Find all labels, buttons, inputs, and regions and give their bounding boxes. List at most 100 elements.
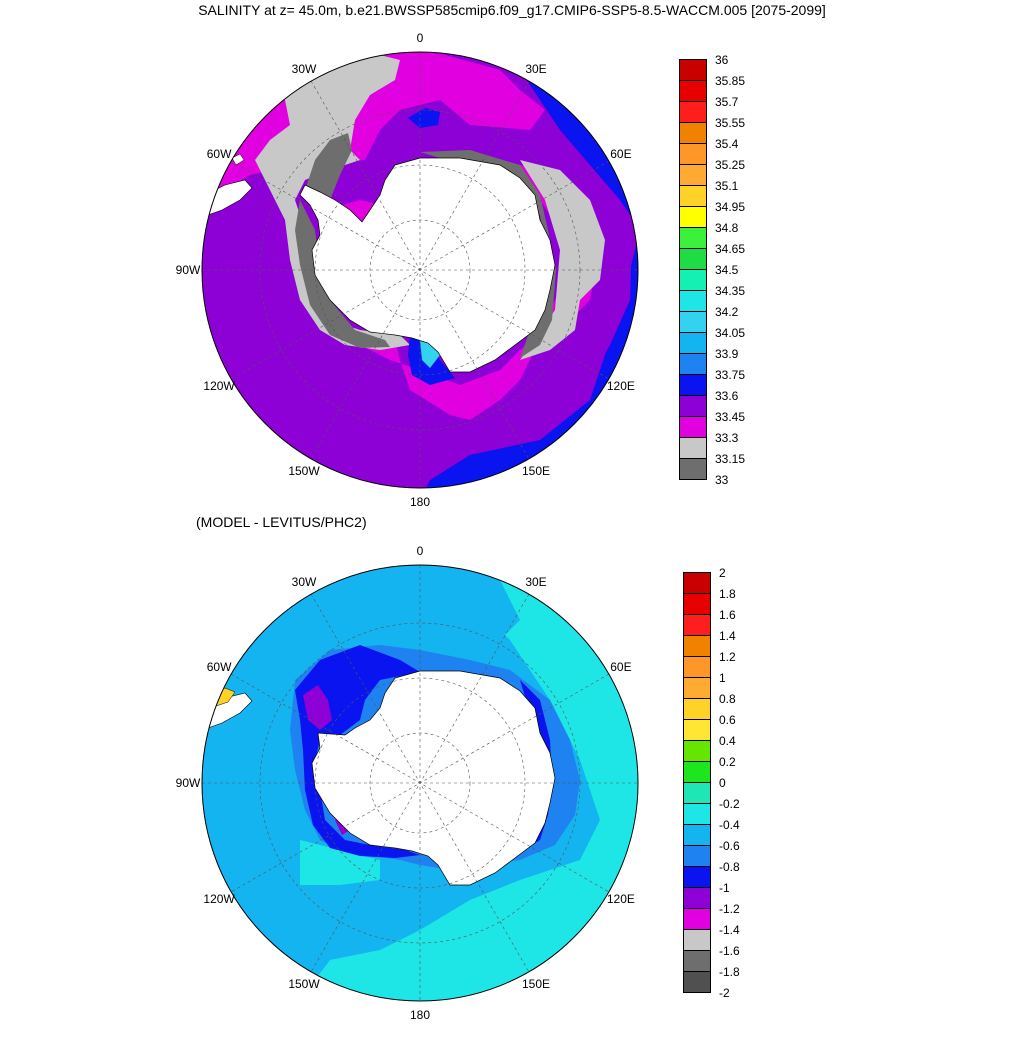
- colorbar-label: -0.8: [719, 860, 740, 874]
- longitude-label: 120W: [203, 379, 235, 393]
- purple-anomaly-pocket: [303, 685, 332, 730]
- inner-cyan-region: [300, 840, 380, 885]
- island: [231, 153, 245, 166]
- colorbar-swatch: [683, 635, 711, 657]
- salinity-colorbar: 36 35.85 35.7 35.55 35.4 35.25 35.1 34.95 34.8 34…: [679, 53, 799, 487]
- colorbar-swatch: [679, 80, 707, 102]
- colorbar-swatch: [679, 206, 707, 228]
- colorbar-swatch: [683, 929, 711, 951]
- colorbar-label: -2: [719, 986, 730, 1000]
- longitude-label: 60W: [207, 660, 232, 674]
- longitude-label: 30E: [525, 62, 546, 76]
- colorbar-label: 0.8: [719, 692, 736, 706]
- colorbar-label: 34.65: [715, 242, 746, 256]
- colorbar-swatch: [679, 332, 707, 354]
- colorbar-label: 1: [719, 671, 726, 685]
- longitude-label: 30W: [292, 62, 317, 76]
- longitude-label: 0: [417, 31, 424, 45]
- colorbar-swatch: [683, 908, 711, 930]
- colorbar-label: 35.7: [715, 95, 739, 109]
- colorbar-label: 0.4: [719, 734, 736, 748]
- east-coast-low-salinity: [520, 160, 605, 360]
- colorbar-swatch: [683, 698, 711, 720]
- east-low-salinity-band: [420, 60, 638, 488]
- colorbar-swatch: [679, 101, 707, 123]
- colorbar-swatch: [679, 59, 707, 81]
- colorbar-label: 1.6: [719, 608, 736, 622]
- peninsula-tip: [204, 179, 253, 216]
- colorbar-label: -1: [719, 881, 730, 895]
- colorbar-swatch: [679, 395, 707, 417]
- colorbar-swatch: [679, 185, 707, 207]
- colorbar-swatch: [679, 227, 707, 249]
- figure-title: SALINITY at z= 45.0m, b.e21.BWSSP585cmip…: [198, 2, 826, 18]
- longitude-label: 90W: [176, 776, 201, 790]
- longitude-label: 60E: [610, 147, 631, 161]
- colorbar-swatch: [683, 950, 711, 972]
- longitude-label: 60E: [610, 660, 631, 674]
- longitude-label: 150W: [288, 464, 320, 478]
- longitude-label: 150E: [522, 977, 550, 991]
- longitude-label: 90W: [176, 263, 201, 277]
- colorbar-swatch: [679, 290, 707, 312]
- longitude-labels: 030E60E90E120E150E180150W120W90W60W30W: [176, 31, 635, 509]
- colorbar-swatch: [683, 845, 711, 867]
- colorbar-swatch: [679, 437, 707, 459]
- colorbar-label: 35.1: [715, 179, 739, 193]
- north-mid-anomaly: [400, 565, 520, 640]
- colorbar-label: 34.95: [715, 200, 746, 214]
- colorbar-label: 34.2: [715, 305, 739, 319]
- colorbar-swatch: [679, 122, 707, 144]
- longitude-label: 120E: [607, 892, 635, 906]
- colorbar-label: 34.5: [715, 263, 739, 277]
- longitude-label: 120E: [607, 379, 635, 393]
- longitude-label: 180: [410, 1008, 430, 1022]
- colorbar-swatch: [683, 824, 711, 846]
- colorbar-label: 33.6: [715, 389, 739, 403]
- colorbar-swatch: [679, 374, 707, 396]
- colorbar-label: 33.15: [715, 452, 746, 466]
- colorbar-label: 0.2: [719, 755, 736, 769]
- colorbar-swatch: [683, 887, 711, 909]
- antarctica-landmass: [299, 157, 556, 373]
- inner-east-band: [540, 215, 632, 405]
- colorbar-label: -1.6: [719, 944, 740, 958]
- colorbar-swatch: [679, 269, 707, 291]
- colorbar-label: 36: [715, 53, 729, 67]
- small-low-salinity-patch: [408, 108, 440, 128]
- colorbar-label: -1.8: [719, 965, 740, 979]
- colorbar-swatch: [683, 761, 711, 783]
- colorbar-label: 33.75: [715, 368, 746, 382]
- colorbar-swatch: [683, 572, 711, 594]
- colorbar-swatch: [683, 677, 711, 699]
- colorbar-label: 35.55: [715, 116, 746, 130]
- colorbar-swatch: [683, 866, 711, 888]
- colorbar-swatch: [679, 248, 707, 270]
- colorbar-label: 33.3: [715, 431, 739, 445]
- longitude-label: 180: [410, 495, 430, 509]
- colorbar-label: 35.85: [715, 74, 746, 88]
- colorbar-label: -0.6: [719, 839, 740, 853]
- colorbar-swatch: [679, 353, 707, 375]
- colorbar-label: -1.4: [719, 923, 740, 937]
- colorbar-label: 35.25: [715, 158, 746, 172]
- colorbar-label: 0: [719, 776, 726, 790]
- colorbar-label: 34.35: [715, 284, 746, 298]
- colorbar-swatch: [683, 740, 711, 762]
- colorbar-label: 1.8: [719, 587, 736, 601]
- colorbar-swatch: [683, 614, 711, 636]
- west-coast-low-salinity: [230, 55, 410, 350]
- coastal-minimum-band-east: [420, 150, 556, 358]
- longitude-label: 60W: [207, 147, 232, 161]
- colorbar-swatch: [683, 971, 711, 993]
- colorbar-label: 33: [715, 473, 729, 487]
- colorbar-swatch: [683, 719, 711, 741]
- difference-colorbar: 2 1.8 1.6 1.4 1.2 1 0.8 0.6 0.4 0.2 0 -0.2 -0.4 -0.6 -…: [683, 566, 803, 1000]
- colorbar-label: 33.45: [715, 410, 746, 424]
- colorbar-swatch: [683, 656, 711, 678]
- colorbar-swatch: [679, 311, 707, 333]
- longitude-label: 0: [417, 544, 424, 558]
- colorbar-label: 1.2: [719, 650, 736, 664]
- longitude-label: 30W: [292, 575, 317, 589]
- colorbar-swatch: [683, 593, 711, 615]
